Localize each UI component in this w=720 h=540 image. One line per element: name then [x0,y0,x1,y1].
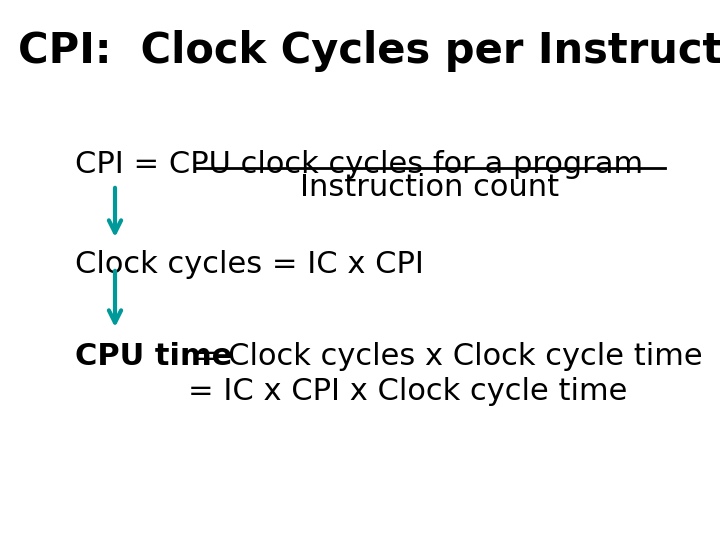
Text: = Clock cycles x Clock cycle time: = Clock cycles x Clock cycle time [183,342,703,371]
Text: CPI = CPU clock cycles for a program: CPI = CPU clock cycles for a program [75,150,643,179]
Text: Clock cycles = IC x CPI: Clock cycles = IC x CPI [75,250,424,279]
Text: CPU time: CPU time [75,342,233,371]
Text: = IC x CPI x Clock cycle time: = IC x CPI x Clock cycle time [188,377,627,406]
Text: CPI:  Clock Cycles per Instruction: CPI: Clock Cycles per Instruction [18,30,720,72]
Text: Instruction count: Instruction count [300,173,559,202]
